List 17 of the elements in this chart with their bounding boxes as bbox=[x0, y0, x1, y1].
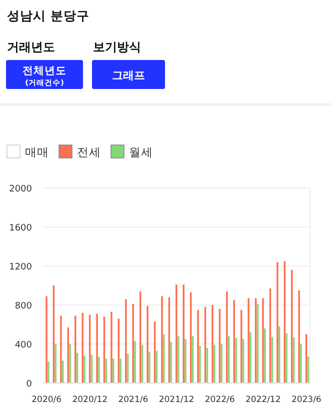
y-tick-label: 800 bbox=[14, 302, 32, 312]
legend-label: 매매 bbox=[25, 145, 49, 159]
x-tick-label: 2020/6 bbox=[32, 395, 62, 405]
legend-label: 월세 bbox=[129, 145, 153, 159]
x-tick-label: 2022/6 bbox=[204, 395, 235, 405]
y-tick-label: 2000 bbox=[9, 184, 32, 194]
y-tick-label: 1600 bbox=[9, 224, 32, 234]
x-tick-label: 2021/6 bbox=[118, 395, 148, 405]
y-tick-label: 1200 bbox=[9, 262, 32, 272]
x-tick-label: 2021/12 bbox=[158, 395, 194, 405]
x-tick-label: 2022/12 bbox=[245, 395, 281, 405]
x-tick-label: 2023/6 bbox=[291, 395, 322, 405]
y-tick-label: 400 bbox=[14, 340, 32, 350]
chart-title: 성남시 분당구 bbox=[7, 8, 90, 23]
x-tick-label: 2020/12 bbox=[72, 395, 108, 405]
legend-label: 전세 bbox=[77, 145, 101, 159]
y-tick-label: 0 bbox=[26, 380, 32, 390]
